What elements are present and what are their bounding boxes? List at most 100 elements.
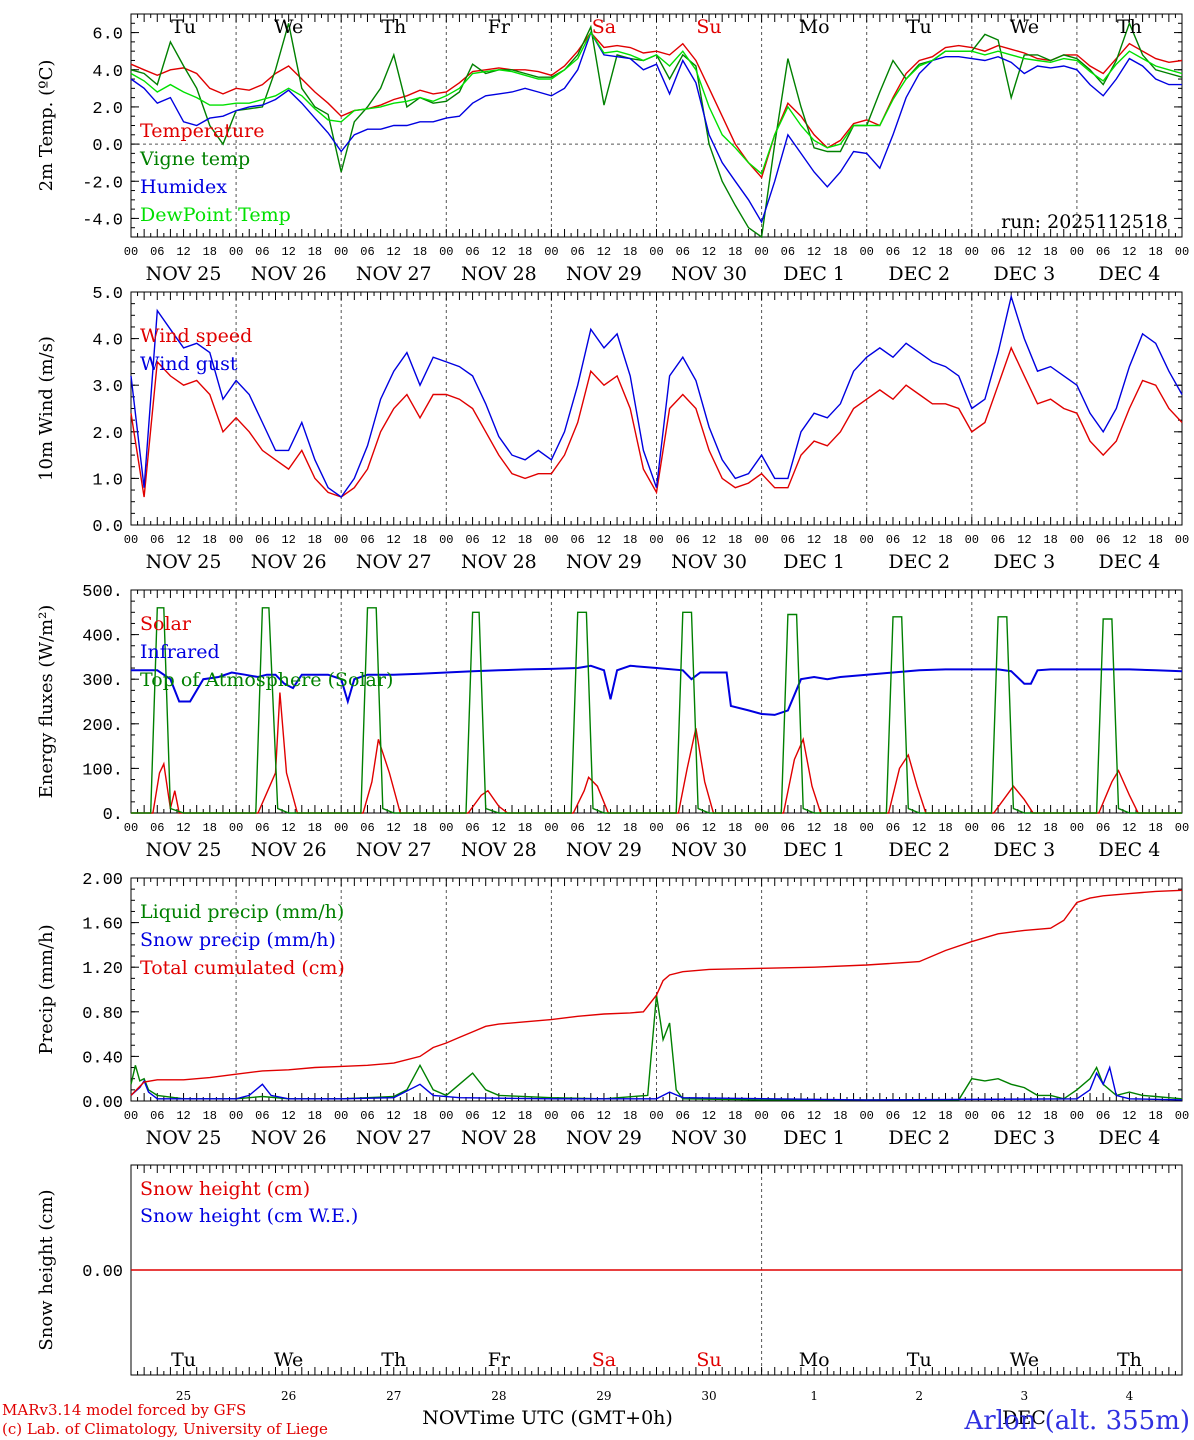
top-day-name: Su	[696, 16, 721, 38]
precip-hour-label: 06	[255, 1109, 269, 1123]
x-axis-label: Time UTC (GMT+0h)	[467, 1407, 673, 1429]
wind-date-label: NOV 27	[356, 551, 432, 573]
run-label: run: 2025112518	[1001, 211, 1168, 233]
temperature-date-label: NOV 30	[671, 263, 747, 285]
temperature-hour-label: 18	[623, 245, 637, 259]
precip-hour-label: 00	[124, 1109, 138, 1123]
precip-hour-label: 00	[649, 1109, 663, 1123]
top-day-name: Th	[1117, 16, 1142, 38]
temperature-hour-label: 00	[124, 245, 138, 259]
precip-hour-label: 00	[1175, 1109, 1189, 1123]
precip-ytick-label: 0.80	[82, 1005, 123, 1024]
wind-hour-label: 06	[570, 533, 584, 547]
temperature-hour-label: 00	[229, 245, 243, 259]
top-day-name: Th	[381, 16, 406, 38]
temperature-ytick-label: -4.0	[82, 211, 123, 230]
temperature-legend-vigne-temp: Vigne temp	[139, 148, 250, 170]
temperature-hour-label: 00	[754, 245, 768, 259]
precip-hour-label: 18	[518, 1109, 532, 1123]
wind-hour-label: 18	[623, 533, 637, 547]
temperature-hour-label: 06	[781, 245, 795, 259]
wind-hour-label: 12	[807, 533, 821, 547]
energy-hour-label: 06	[676, 821, 690, 835]
temperature-date-label: NOV 29	[566, 263, 642, 285]
bottom-day-number: 4	[1126, 1389, 1134, 1403]
precip-legend-snow-precip-mm-h-: Snow precip (mm/h)	[140, 929, 336, 951]
temperature-hour-label: 00	[334, 245, 348, 259]
energy-date-label: NOV 28	[461, 839, 537, 861]
temperature-hour-label: 18	[833, 245, 847, 259]
energy-hour-label: 06	[781, 821, 795, 835]
bottom-day-number: 3	[1021, 1389, 1029, 1403]
precip-ytick-label: 0.40	[82, 1049, 123, 1068]
wind-hour-label: 00	[124, 533, 138, 547]
wind-hour-label: 12	[492, 533, 506, 547]
precip-series-snow-precip-mm-h-	[130, 1065, 1183, 1101]
wind-hour-label: 00	[1070, 533, 1084, 547]
precip-hour-label: 12	[176, 1109, 190, 1123]
credit-line-2: (c) Lab. of Climatology, University of L…	[2, 1420, 328, 1438]
energy-date-label: NOV 29	[566, 839, 642, 861]
wind-legend-wind-speed: Wind speed	[140, 325, 252, 347]
energy-hour-label: 18	[413, 821, 427, 835]
energy-hour-label: 00	[544, 821, 558, 835]
location-label: Arlon (alt. 355m)	[963, 1406, 1190, 1436]
energy-hour-label: 00	[859, 821, 873, 835]
precip-hour-label: 18	[938, 1109, 952, 1123]
temperature-hour-label: 12	[807, 245, 821, 259]
temperature-hour-label: 18	[203, 245, 217, 259]
temperature-hour-label: 18	[1149, 245, 1163, 259]
energy-hour-label: 12	[912, 821, 926, 835]
temperature-ytick-label: 6.0	[92, 26, 123, 45]
snow-ylabel: Snow height (cm)	[36, 1189, 57, 1350]
energy-hour-label: 18	[518, 821, 532, 835]
energy-date-label: DEC 3	[993, 839, 1055, 861]
precip-hour-label: 18	[203, 1109, 217, 1123]
wind-hour-label: 12	[912, 533, 926, 547]
energy-date-label: DEC 4	[1099, 839, 1161, 861]
precip-hour-label: 18	[413, 1109, 427, 1123]
temperature-legend-humidex: Humidex	[140, 176, 227, 198]
top-day-name: Tu	[907, 16, 932, 38]
temperature-hour-label: 06	[255, 245, 269, 259]
energy-hour-label: 12	[176, 821, 190, 835]
temperature-date-label: NOV 27	[356, 263, 432, 285]
energy-hour-label: 00	[754, 821, 768, 835]
precip-hour-label: 06	[150, 1109, 164, 1123]
precip-hour-label: 06	[360, 1109, 374, 1123]
wind-date-label: NOV 25	[146, 551, 222, 573]
precip-date-label: DEC 3	[993, 1127, 1055, 1149]
energy-legend-solar: Solar	[140, 613, 192, 635]
precip-hour-label: 00	[229, 1109, 243, 1123]
energy-ytick-label: 500.	[82, 583, 123, 602]
energy-hour-label: 18	[308, 821, 322, 835]
energy-series-solar	[131, 692, 1182, 814]
temperature-hour-label: 06	[570, 245, 584, 259]
temperature-hour-label: 18	[938, 245, 952, 259]
precip-hour-label: 12	[702, 1109, 716, 1123]
precip-ytick-label: 2.00	[82, 871, 123, 890]
precip-hour-label: 06	[676, 1109, 690, 1123]
energy-hour-label: 12	[807, 821, 821, 835]
energy-hour-label: 00	[1175, 821, 1189, 835]
temperature-legend-dewpoint-temp: DewPoint Temp	[140, 204, 291, 226]
bottom-day-name: We	[1010, 1349, 1039, 1371]
temperature-date-label: NOV 26	[251, 263, 327, 285]
precip-hour-label: 00	[859, 1109, 873, 1123]
energy-hour-label: 12	[1017, 821, 1031, 835]
precip-series-total-cumulated-cm-	[130, 889, 1183, 1096]
energy-ytick-label: 200.	[82, 717, 123, 736]
bottom-day-number: 1	[810, 1389, 818, 1403]
energy-date-label: NOV 25	[146, 839, 222, 861]
wind-hour-label: 06	[150, 533, 164, 547]
wind-hour-label: 06	[1096, 533, 1110, 547]
energy-date-label: NOV 27	[356, 839, 432, 861]
energy-hour-label: 12	[1122, 821, 1136, 835]
wind-hour-label: 12	[702, 533, 716, 547]
precip-series-liquid-precip-mm-h-	[130, 994, 1183, 1101]
bottom-day-name: Fr	[488, 1349, 511, 1371]
temperature-ytick-label: -2.0	[82, 174, 123, 193]
energy-hour-label: 18	[203, 821, 217, 835]
wind-hour-label: 06	[991, 533, 1005, 547]
energy-hour-label: 06	[1096, 821, 1110, 835]
